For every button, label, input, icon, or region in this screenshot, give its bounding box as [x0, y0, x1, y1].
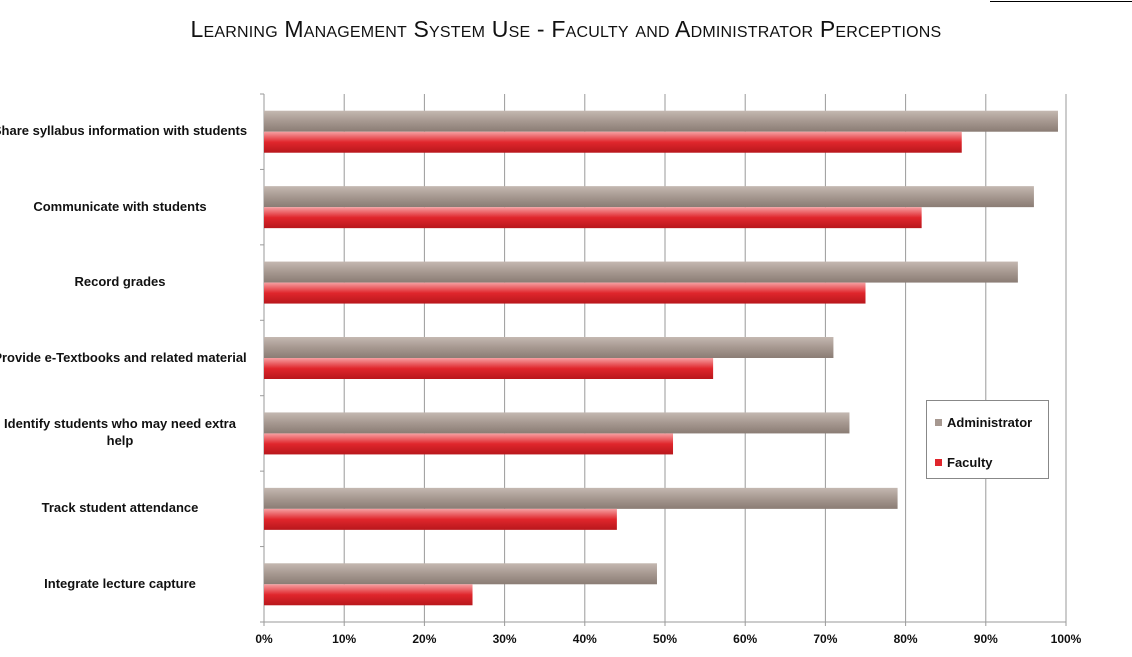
bar-faculty — [264, 131, 962, 153]
bar-administrator — [264, 110, 1058, 132]
bar-administrator — [264, 412, 850, 434]
legend: Administrator Faculty — [926, 400, 1049, 479]
bar-administrator — [264, 487, 898, 509]
category-label: Integrate lecture capture — [44, 575, 196, 591]
legend-item-faculty: Faculty — [935, 454, 993, 470]
category-label: Communicate with students — [33, 198, 207, 214]
bar-administrator — [264, 337, 834, 358]
x-tick-label: 30% — [492, 632, 517, 646]
x-tick-label: 40% — [572, 632, 597, 646]
bar-faculty — [264, 282, 866, 304]
bar-administrator — [264, 261, 1018, 283]
legend-label-faculty: Faculty — [947, 454, 993, 470]
x-tick-label: 80% — [893, 632, 918, 646]
category-label: Provide e-Textbooks and related material — [0, 349, 247, 365]
category-label: Record grades — [74, 274, 166, 290]
x-tick-label: 20% — [412, 632, 437, 646]
bar-faculty — [264, 207, 922, 229]
x-tick-label: 10% — [332, 632, 357, 646]
bar-faculty — [264, 433, 674, 455]
legend-swatch-faculty — [935, 458, 942, 466]
x-tick-label: 90% — [973, 632, 998, 646]
category-label: Track student attendance — [41, 500, 199, 516]
bar-administrator — [264, 563, 657, 585]
top-border-line — [990, 1, 1132, 2]
bar-administrator — [264, 186, 1034, 208]
x-tick-label: 0% — [255, 632, 273, 646]
legend-label-administrator: Administrator — [947, 414, 1033, 430]
x-tick-label: 60% — [733, 632, 758, 646]
chart-title: Learning Management System Use - Faculty… — [190, 16, 942, 42]
category-label: Identify students who may need extra hel… — [4, 416, 236, 449]
x-tick-label: 50% — [652, 632, 678, 646]
x-tick-label: 70% — [813, 632, 838, 646]
category-label: Share syllabus information with students — [0, 123, 248, 139]
legend-swatch-administrator — [935, 418, 942, 426]
x-tick-label: 100% — [1050, 632, 1082, 646]
legend-item-administrator: Administrator — [935, 414, 1032, 430]
bar-faculty — [264, 584, 473, 606]
bar-faculty — [264, 508, 617, 530]
bar-faculty — [264, 358, 714, 379]
